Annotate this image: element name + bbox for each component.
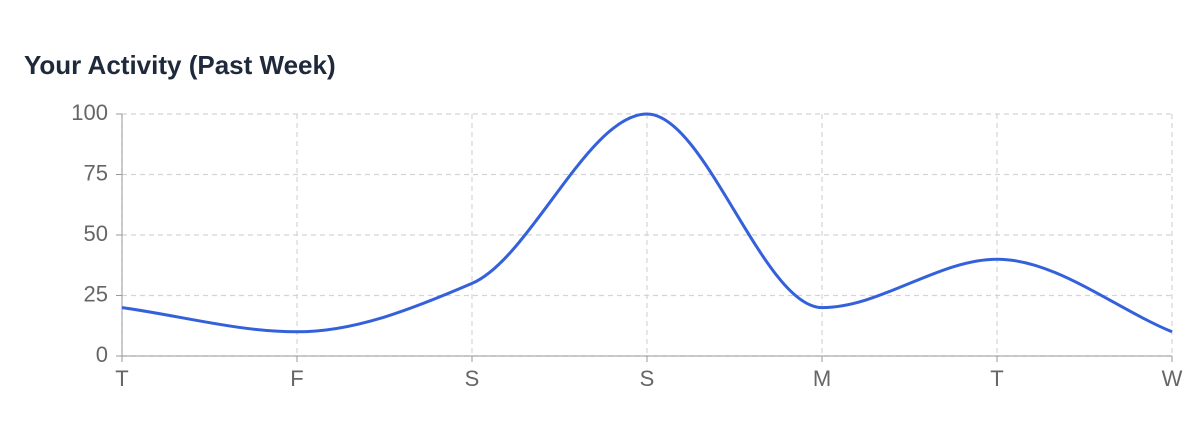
x-tick-label: W bbox=[1162, 366, 1183, 391]
x-tick-label: S bbox=[465, 366, 480, 391]
x-tick-label: T bbox=[990, 366, 1003, 391]
y-tick-label: 25 bbox=[84, 281, 108, 306]
x-tick-label: M bbox=[813, 366, 831, 391]
x-tick-label: S bbox=[640, 366, 655, 391]
x-tick-label: F bbox=[290, 366, 303, 391]
chart-title: Your Activity (Past Week) bbox=[24, 50, 336, 80]
y-tick-label: 75 bbox=[84, 160, 108, 185]
y-tick-label: 100 bbox=[71, 100, 108, 125]
line bbox=[121, 112, 1173, 334]
y-tick-label: 50 bbox=[84, 221, 108, 246]
x-tick-label: T bbox=[115, 366, 128, 391]
y-tick-label: 0 bbox=[96, 342, 108, 367]
